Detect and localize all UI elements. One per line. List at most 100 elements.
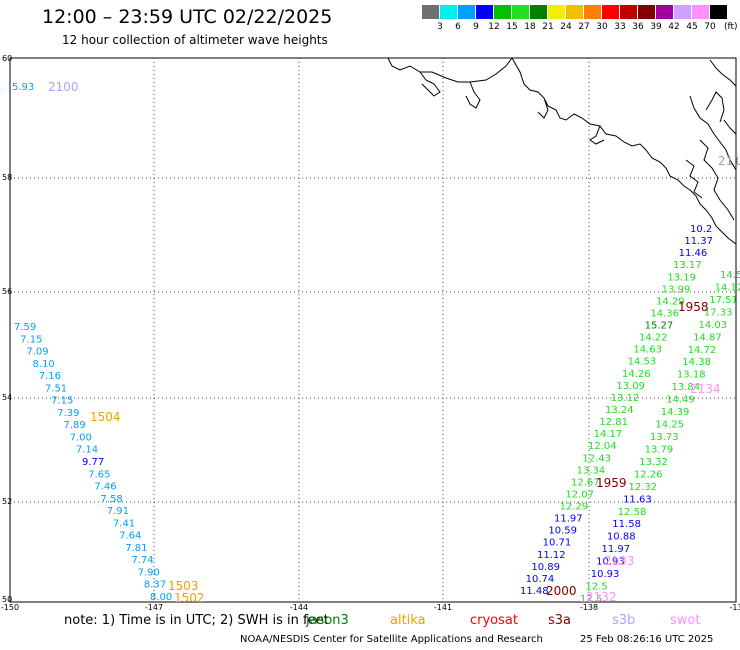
pass-time-label: 1959: [596, 476, 627, 490]
wave-height-value: 7.90: [138, 567, 160, 578]
wave-height-value: 7.64: [119, 531, 141, 542]
satellite-legend-item: jason3: [306, 613, 349, 628]
scale-swatch: [692, 5, 709, 19]
scale-label: 27: [578, 22, 590, 32]
scale-swatch: [638, 5, 655, 19]
wave-height-value: 7.00: [70, 432, 92, 443]
wave-height-value: 17.33: [704, 307, 733, 318]
wave-height-value: 7.41: [113, 518, 135, 529]
wave-height-value: 7.46: [94, 482, 116, 493]
lon-label: -144: [290, 603, 308, 612]
wave-height-value: 12.67: [571, 477, 600, 488]
wave-height-value: 13.19: [667, 272, 696, 283]
scale-label: 39: [650, 22, 662, 32]
wave-height-value: 7.16: [39, 371, 61, 382]
wave-height-value: 10.88: [607, 532, 636, 543]
wave-height-value: 12.04: [588, 441, 617, 452]
lat-label: 60: [2, 54, 12, 63]
wave-height-value: 14.49: [666, 395, 695, 406]
wave-height-value: 5.93: [12, 82, 34, 93]
wave-height-value: 11.97: [602, 544, 631, 555]
wave-height-value: 10.59: [548, 526, 577, 537]
wave-height-value: 11.12: [537, 550, 566, 561]
wave-height-value: 14.03: [698, 320, 727, 331]
scale-swatch: [458, 5, 475, 19]
wave-height-value: 13.12: [611, 393, 640, 404]
lon-label: -147: [145, 603, 163, 612]
wave-height-value: 10.93: [591, 569, 620, 580]
wave-height-value: 7.09: [26, 347, 48, 358]
lon-label: -13: [729, 603, 740, 612]
wave-height-value: 8.10: [33, 359, 55, 370]
scale-swatch: [422, 5, 439, 19]
pass-time-label: 2133: [604, 554, 635, 568]
satellite-legend-item: swot: [670, 613, 701, 628]
wave-height-value: 13.32: [639, 457, 668, 468]
scale-swatch: [656, 5, 673, 19]
wave-height-value: 14.12: [715, 282, 740, 293]
wave-height-value: 12.81: [599, 417, 628, 428]
wave-height-value: 7.39: [57, 408, 79, 419]
wave-height-value: 12.58: [618, 507, 647, 518]
wave-height-value: 11.97: [554, 514, 583, 525]
scale-label: 12: [488, 22, 500, 32]
wave-height-value: 12.5: [585, 582, 607, 593]
wave-height-value: 14.17: [594, 429, 623, 440]
wave-height-value: 13.84: [672, 382, 701, 393]
wave-height-value: 12.07: [565, 489, 594, 500]
lat-label: 58: [2, 173, 12, 182]
wave-height-value: 10.74: [526, 574, 555, 585]
generation-timestamp: 25 Feb 08:26:16 UTC 2025: [580, 634, 714, 645]
wave-height-value: 12.26: [634, 469, 663, 480]
coastline: [387, 57, 737, 245]
wave-height-value: 11.63: [623, 494, 652, 505]
wave-height-value: 7.15: [20, 334, 42, 345]
wave-height-value: 14.29: [656, 296, 685, 307]
satellite-legend-item: s3a: [548, 613, 572, 628]
wave-height-value: 11.37: [684, 236, 713, 247]
scale-label: 36: [632, 22, 644, 32]
lat-label: 56: [2, 287, 12, 296]
wave-height-value: 7.51: [45, 383, 67, 394]
pass-time-label: 1503: [168, 579, 199, 593]
wave-height-value: 14.25: [655, 420, 684, 431]
lat-label: 50: [2, 595, 12, 604]
wave-height-value: 7.15: [51, 396, 73, 407]
scale-label: 18: [524, 22, 536, 32]
wave-height-value: 7.14: [76, 445, 98, 456]
scale-label: 30: [596, 22, 608, 32]
pass-time-label: 1502: [174, 591, 205, 605]
wave-height-value: 12.29: [560, 502, 589, 513]
scale-swatch: [494, 5, 511, 19]
wave-height-value: 12.32: [628, 482, 657, 493]
scale-label: 24: [560, 22, 572, 32]
scale-swatch: [548, 5, 565, 19]
note-text: note: 1) Time is in UTC; 2) SWH is in fe…: [64, 613, 329, 628]
wave-height-value: 8.37: [144, 580, 166, 591]
wave-height-value: 12.43: [582, 453, 611, 464]
map-subtitle: 12 hour collection of altimeter wave hei…: [62, 33, 328, 47]
wave-height-value: 13.18: [677, 370, 706, 381]
wave-height-value: 10.2: [690, 224, 712, 235]
scale-label: 6: [455, 22, 461, 32]
pass-time-label: 2000: [546, 584, 577, 598]
wave-height-value: 13.24: [605, 405, 634, 416]
footer-note: note: 1) Time is in UTC; 2) SWH is in fe…: [64, 613, 329, 628]
wave-height-value: 11.46: [679, 248, 708, 259]
scale-label: 3: [437, 22, 443, 32]
wave-height-value: 11.48: [520, 586, 549, 597]
lon-label: -141: [434, 603, 452, 612]
wave-height-value: 14.36: [650, 308, 679, 319]
scale-swatch: [674, 5, 691, 19]
pass-time-label: 1958: [678, 300, 709, 314]
wave-height-value: 14.87: [693, 332, 722, 343]
wave-height-value: 7.74: [131, 555, 153, 566]
scale-swatch: [566, 5, 583, 19]
wave-height-value: 13.09: [616, 381, 645, 392]
wave-height-value: 9.77: [82, 457, 104, 468]
wave-height-value: 13.99: [662, 284, 691, 295]
wave-height-value: 11.58: [612, 519, 641, 530]
scale-swatch: [602, 5, 619, 19]
wave-height-value: 14.72: [688, 345, 717, 356]
